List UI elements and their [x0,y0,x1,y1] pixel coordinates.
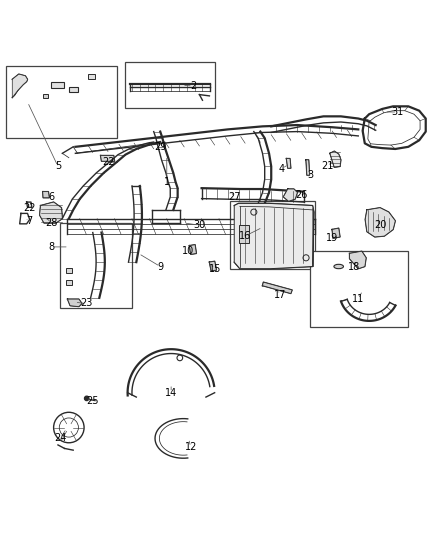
Bar [6,66,117,138]
Text: 26: 26 [296,190,308,200]
Bar [51,82,64,88]
Text: 19: 19 [326,233,338,243]
Text: 20: 20 [374,220,386,230]
Text: 29: 29 [154,142,166,152]
Text: 25: 25 [87,397,99,407]
Text: 4: 4 [279,164,285,174]
Polygon shape [262,282,292,294]
Bar [230,201,315,269]
Text: 24: 24 [54,433,66,443]
Polygon shape [40,202,62,223]
Bar [88,74,95,79]
Polygon shape [260,210,273,246]
Polygon shape [283,189,297,201]
Polygon shape [43,192,49,198]
Text: 6: 6 [48,192,54,202]
Bar [43,94,48,98]
Text: 15: 15 [208,264,221,273]
Polygon shape [234,204,314,269]
Text: 8: 8 [48,242,54,252]
Polygon shape [101,156,115,161]
Text: 22: 22 [23,203,36,213]
Text: 27: 27 [228,192,240,202]
Text: 16: 16 [239,231,251,241]
Text: 1: 1 [164,176,170,187]
Bar [311,251,408,327]
Text: 18: 18 [348,262,360,271]
Polygon shape [189,245,196,254]
Text: 22: 22 [102,157,114,167]
Text: 23: 23 [80,298,92,309]
Text: 28: 28 [45,218,58,228]
Text: 3: 3 [307,170,314,180]
Bar [66,280,72,285]
Text: 7: 7 [27,216,33,226]
Polygon shape [330,151,341,167]
Text: 5: 5 [55,161,61,172]
Polygon shape [365,208,395,237]
Text: 30: 30 [193,220,205,230]
Text: 17: 17 [274,290,286,300]
Bar [60,223,132,308]
Polygon shape [67,299,82,306]
Polygon shape [306,160,310,175]
Text: 10: 10 [182,246,194,256]
Polygon shape [209,261,216,271]
Text: 2: 2 [190,81,196,91]
Polygon shape [12,74,28,98]
Text: 9: 9 [157,262,163,271]
Bar [66,268,72,273]
Bar [125,62,215,108]
Polygon shape [286,158,291,168]
Circle shape [85,396,89,400]
Text: 12: 12 [184,442,197,452]
Text: 14: 14 [165,387,177,398]
Text: 31: 31 [391,107,403,117]
Bar [239,225,250,243]
Text: 11: 11 [352,294,364,304]
Bar [69,87,78,92]
Text: 21: 21 [321,161,334,172]
Ellipse shape [334,264,343,269]
Polygon shape [332,228,340,238]
Polygon shape [350,251,366,269]
